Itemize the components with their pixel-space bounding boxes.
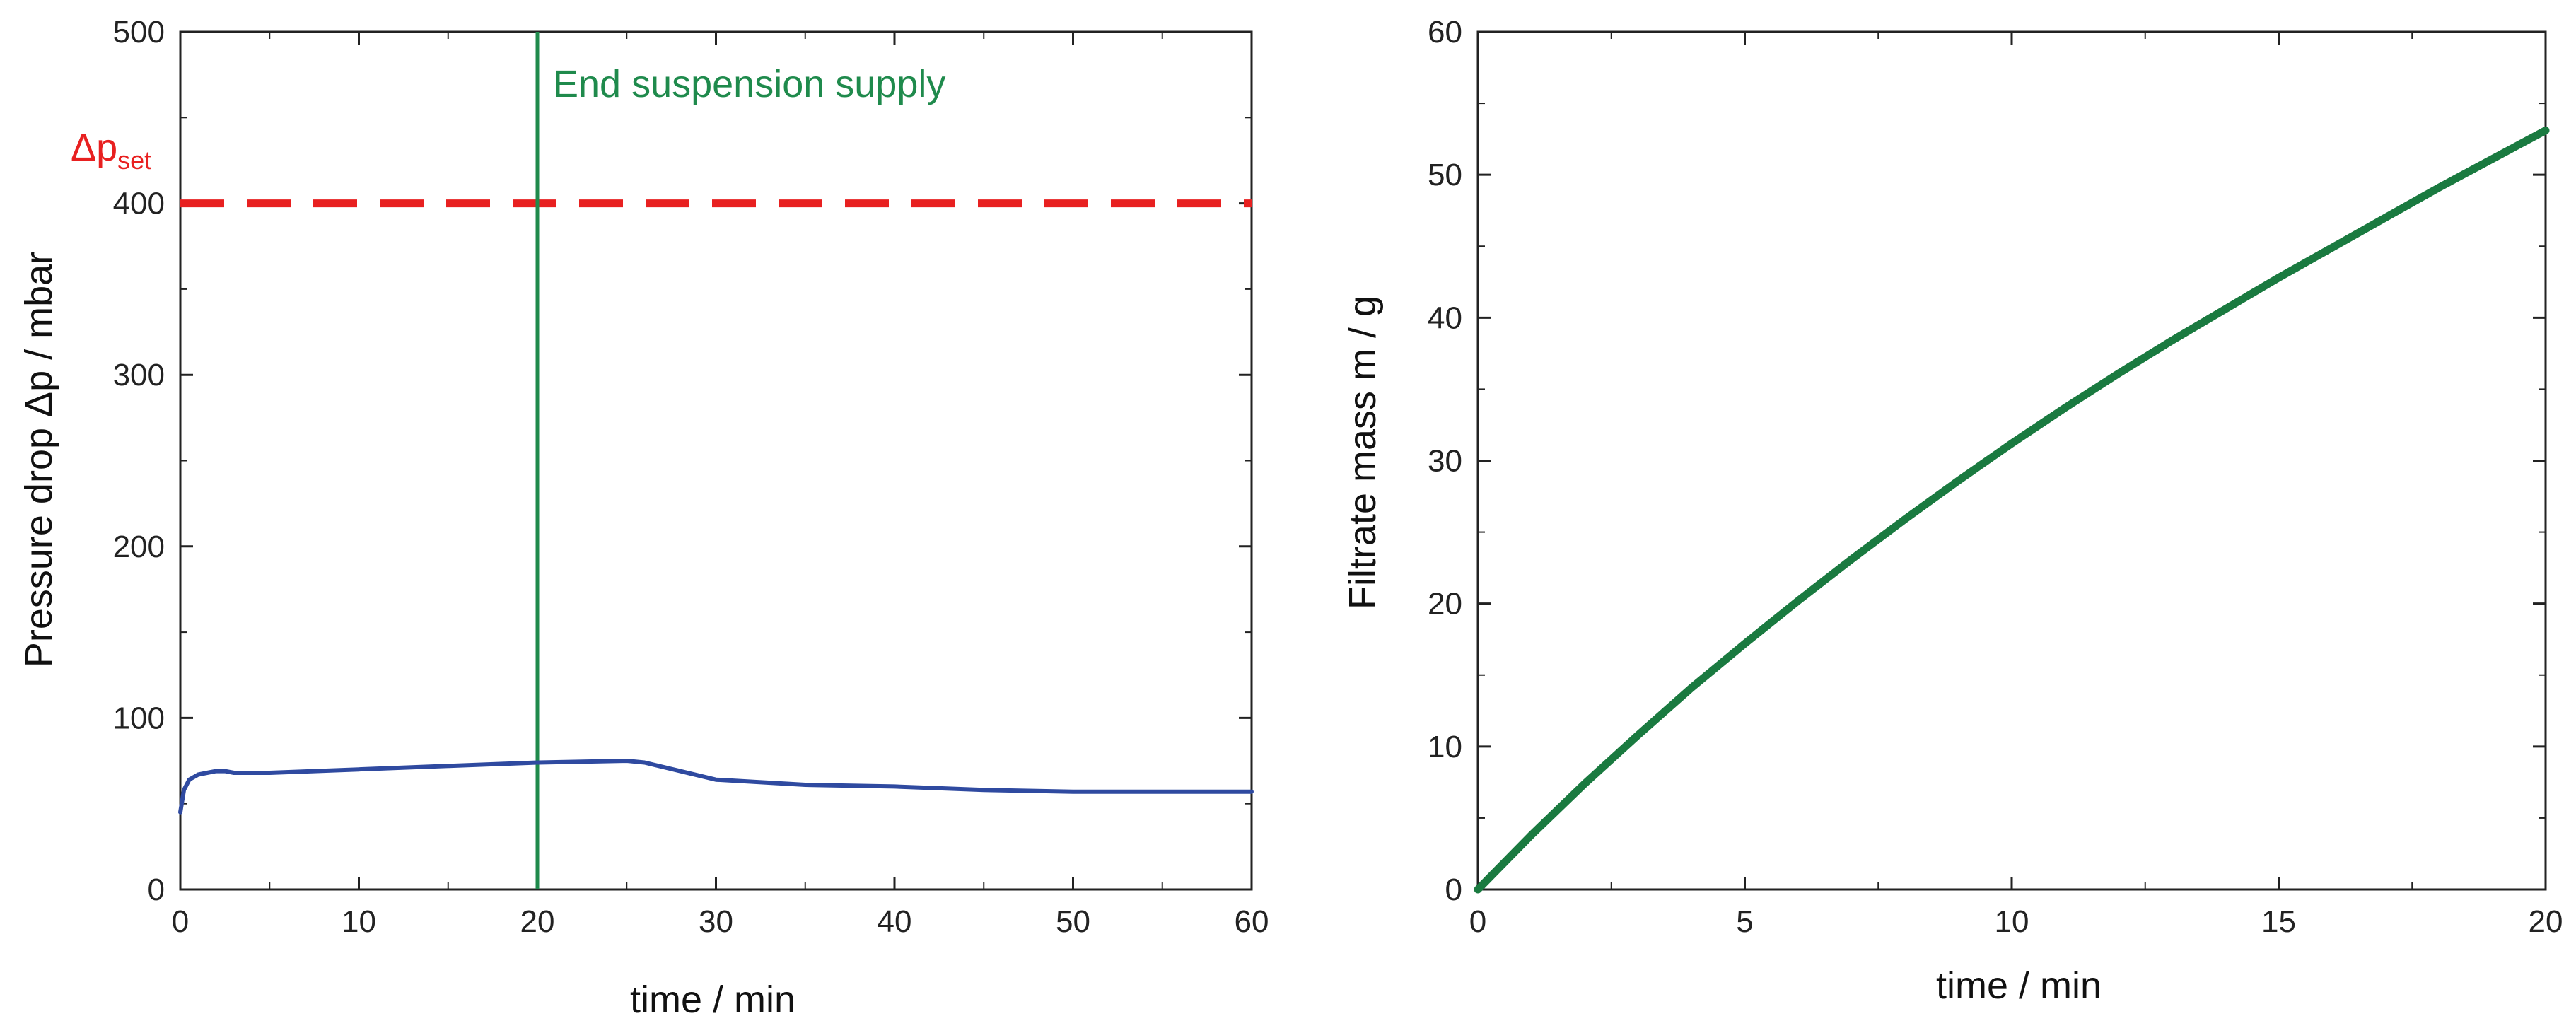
filtrate-x-tick-label: 5: [1736, 904, 1753, 939]
filtrate-y-tick-label: 50: [1428, 158, 1462, 192]
filtrate-x-tick-label: 0: [1469, 904, 1486, 939]
pressure-reference-lines: [180, 32, 1252, 889]
filtrate-series-line-0: [1474, 127, 2550, 894]
pressure-y-tick-label: 300: [113, 358, 165, 392]
pressure-y-tick-label: 0: [148, 872, 165, 907]
pressure-x-tick-label: 30: [699, 904, 733, 939]
pressure-plot-frame: [179, 30, 1253, 891]
filtrate-series: [1474, 127, 2550, 894]
filtrate-y-ticks: 0 10 20 30 40 50 60: [1428, 15, 2546, 907]
dp-set-annotation-subscript: set: [117, 146, 151, 175]
filtrate-x-tick-label: 20: [2529, 904, 2563, 939]
filtrate-chart: 0 5 10 15 20 0 10 20 30 40 50 60 time / min Filtra…: [1341, 15, 2563, 1007]
pressure-series-line-0: [178, 759, 1254, 815]
pressure-x-tick-label: 60: [1235, 904, 1269, 939]
pressure-chart: 0 10 20 30 40 50 60 0 100 200 300 400 500 End suspe…: [18, 15, 1269, 1021]
pressure-y-tick-label: 400: [113, 187, 165, 221]
pressure-x-ticks: 0 10 20 30 40 50 60: [172, 32, 1269, 939]
filtrate-plot-frame: [1476, 30, 2547, 891]
filtrate-y-tick-label: 30: [1428, 444, 1462, 479]
pressure-y-axis-label: Pressure drop Δp / mbar: [18, 252, 60, 667]
end-supply-annotation: End suspension supply: [553, 63, 945, 105]
pressure-series: [178, 759, 1254, 815]
filtrate-x-tick-label: 10: [1995, 904, 2029, 939]
pressure-x-tick-label: 20: [520, 904, 555, 939]
pressure-y-tick-label: 500: [113, 15, 165, 49]
filtrate-y-tick-label: 60: [1428, 15, 1462, 49]
pressure-x-tick-label: 0: [172, 904, 189, 939]
filtrate-y-axis-label: Filtrate mass m / g: [1341, 296, 1384, 609]
pressure-y-tick-label: 200: [113, 530, 165, 564]
pressure-x-tick-label: 40: [878, 904, 912, 939]
filtrate-x-ticks: 0 5 10 15 20: [1469, 32, 2563, 939]
pressure-y-tick-label: 100: [113, 701, 165, 735]
filtrate-x-tick-label: 15: [2261, 904, 2296, 939]
filtrate-y-tick-label: 20: [1428, 587, 1462, 621]
pressure-x-tick-label: 10: [342, 904, 376, 939]
filtrate-y-tick-label: 0: [1445, 872, 1462, 907]
dp-set-annotation: Δpset: [71, 127, 151, 175]
filtrate-y-tick-label: 40: [1428, 300, 1462, 335]
pressure-x-tick-label: 50: [1056, 904, 1090, 939]
filtrate-x-axis-label: time / min: [1936, 964, 2102, 1007]
pressure-x-axis-label: time / min: [630, 979, 795, 1021]
filtrate-y-tick-label: 10: [1428, 730, 1462, 764]
pressure-y-ticks: 0 100 200 300 400 500: [113, 15, 1252, 907]
dp-set-annotation-main: Δp: [71, 127, 117, 169]
